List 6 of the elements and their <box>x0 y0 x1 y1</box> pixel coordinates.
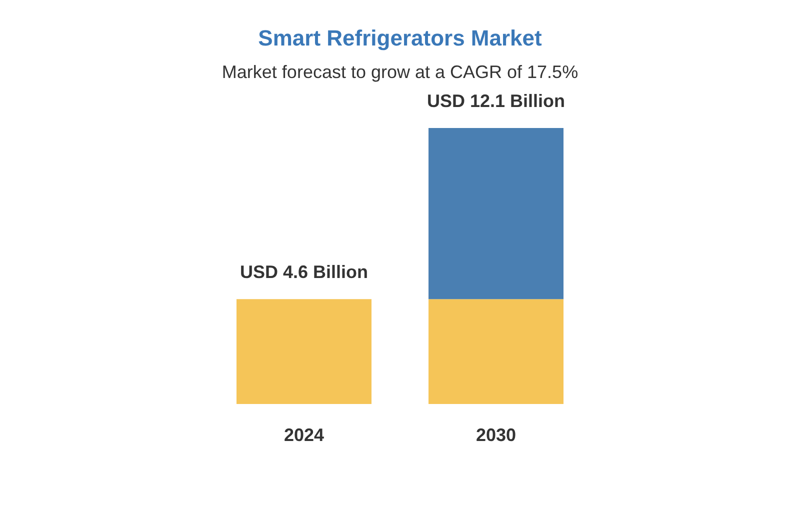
total-label: USD 12.1 Billion <box>426 91 566 111</box>
chart-title: Smart Refrigerators Market <box>258 26 542 50</box>
chart-subtitle: Market forecast to grow at a CAGR of 17.5% <box>222 62 578 82</box>
x-tick-label: 2024 <box>284 425 324 445</box>
x-tick-label: 2030 <box>476 425 516 445</box>
total-label: USD 4.6 Billion <box>240 262 368 282</box>
